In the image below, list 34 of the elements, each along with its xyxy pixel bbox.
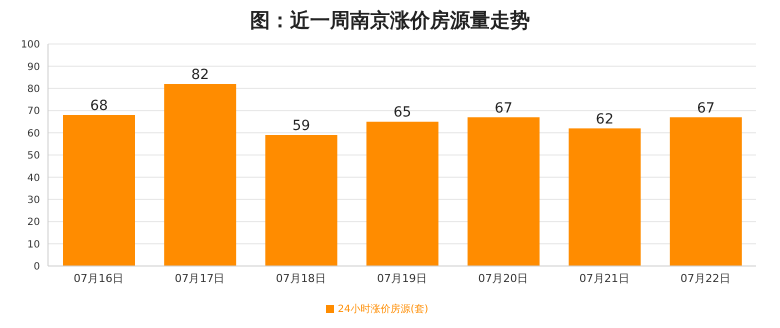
x-tick-label: 07月16日	[74, 272, 124, 285]
bar	[366, 122, 438, 266]
bar	[63, 115, 135, 266]
y-tick-label: 90	[27, 62, 40, 73]
y-tick-label: 70	[27, 106, 40, 118]
y-tick-label: 60	[27, 128, 40, 140]
y-tick-label: 40	[27, 172, 40, 184]
bar	[670, 117, 742, 266]
data-label: 65	[394, 104, 412, 121]
x-tick-label: 07月19日	[377, 272, 427, 285]
y-tick-label: 30	[27, 194, 40, 206]
data-label: 67	[494, 100, 512, 116]
data-label: 59	[292, 118, 310, 134]
y-tick-label: 20	[27, 217, 40, 228]
bar	[468, 117, 540, 266]
y-tick-label: 100	[20, 40, 40, 51]
bar	[164, 84, 236, 266]
data-label: 82	[191, 66, 210, 83]
x-tick-label: 07月22日	[680, 272, 730, 285]
y-tick-label: 10	[27, 239, 40, 250]
x-tick-label: 07月18日	[276, 272, 326, 285]
data-label: 62	[596, 111, 614, 128]
chart-title: 图：近一周南京涨价房源量走势	[249, 8, 531, 34]
x-tick-label: 07月17日	[174, 272, 225, 285]
bar	[265, 135, 338, 266]
y-tick-label: 50	[27, 150, 40, 162]
x-tick-label: 07月21日	[579, 272, 630, 285]
legend-label: 24小时涨价房源(套)	[338, 304, 428, 315]
data-label: 68	[90, 98, 108, 114]
y-tick-label: 80	[27, 84, 40, 95]
data-label: 67	[696, 100, 715, 116]
x-tick-label: 07月20日	[478, 272, 528, 285]
y-tick-label: 0	[34, 262, 40, 273]
bar	[568, 128, 641, 266]
